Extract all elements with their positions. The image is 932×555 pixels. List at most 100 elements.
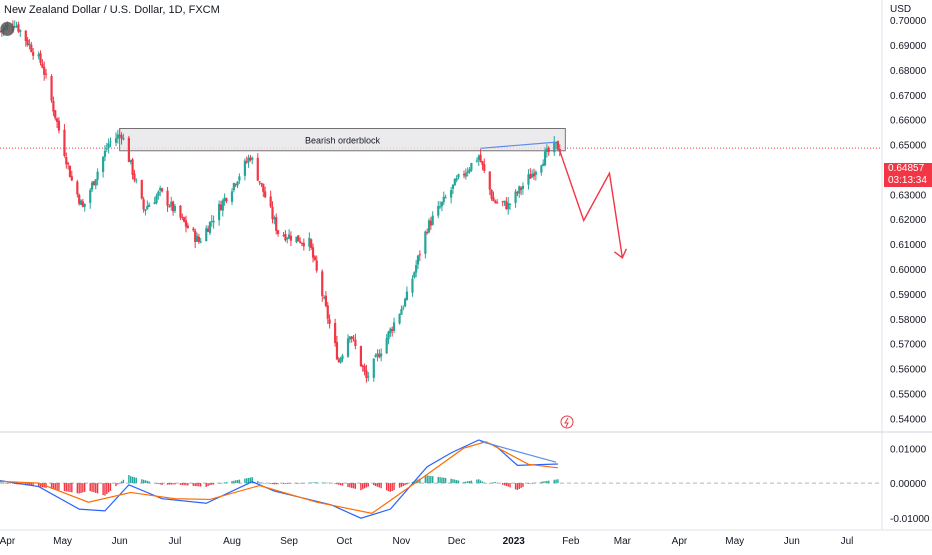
macd-histogram-bar — [557, 479, 559, 484]
macd-histogram-bar — [257, 481, 259, 484]
macd-histogram-bar — [323, 482, 325, 484]
macd-histogram-bar — [63, 483, 66, 492]
macd-histogram-bar — [196, 483, 198, 487]
candle — [55, 118, 59, 122]
candle — [245, 161, 248, 163]
macd-histogram-bar — [211, 483, 213, 485]
macd-histogram-bar — [391, 483, 393, 492]
candle — [424, 231, 427, 254]
candle — [405, 291, 409, 301]
candle — [160, 188, 164, 192]
macd-histogram-bar — [168, 483, 171, 485]
candle — [284, 233, 287, 241]
candle — [389, 328, 392, 334]
candle — [76, 181, 79, 195]
candle — [26, 39, 29, 46]
macd-histogram-bar — [295, 483, 298, 484]
time-tick-label: Aug — [223, 536, 241, 547]
macd-histogram-bar — [273, 483, 276, 485]
macd-histogram-bar — [14, 483, 16, 484]
candle — [392, 322, 396, 331]
candle — [363, 365, 366, 372]
macd-histogram-bar — [106, 483, 108, 494]
macd-histogram-bar — [117, 483, 119, 485]
candle — [131, 159, 134, 175]
macd-histogram-bar — [349, 483, 351, 488]
macd-histogram-bar — [328, 482, 331, 484]
macd-histogram-bar — [398, 483, 401, 488]
macd-histogram-bar — [50, 483, 53, 489]
macd-histogram-bar — [352, 483, 355, 489]
candle — [67, 163, 70, 165]
candle — [354, 339, 357, 346]
candle — [186, 225, 189, 229]
macd-histogram-bar — [544, 481, 546, 484]
candle — [90, 182, 94, 190]
time-tick-label: Oct — [337, 536, 353, 547]
candle — [43, 66, 46, 75]
candle — [426, 232, 429, 234]
candle — [299, 241, 302, 243]
bar-countdown: 03:13:34 — [888, 175, 927, 186]
candle — [135, 180, 138, 182]
candle — [440, 202, 444, 207]
candle — [496, 202, 499, 204]
candle — [464, 173, 467, 177]
candle — [256, 157, 259, 181]
macd-histogram-bar — [93, 483, 95, 493]
macd-histogram-bar — [157, 483, 160, 484]
price-tick-label: 0.66000 — [890, 116, 927, 127]
macd-histogram-bar — [28, 483, 31, 486]
candle — [315, 260, 318, 271]
candle — [179, 205, 182, 218]
macd-histogram-bar — [444, 477, 447, 484]
candle — [260, 182, 263, 184]
candle — [275, 216, 278, 231]
macd-histogram-bar — [516, 483, 519, 491]
candle — [44, 73, 48, 75]
candle — [107, 143, 110, 148]
candle — [361, 365, 364, 367]
price-tick-label: 0.69000 — [890, 41, 927, 52]
candle — [218, 204, 221, 221]
macd-histogram-bar — [424, 476, 427, 484]
candle — [50, 76, 53, 101]
candle — [310, 239, 313, 249]
candle — [519, 187, 523, 190]
macd-histogram-bar — [89, 483, 91, 492]
candle — [273, 217, 276, 220]
macd-histogram-bar — [430, 475, 432, 484]
candle — [346, 338, 350, 357]
candle — [490, 190, 493, 199]
candle — [148, 204, 151, 207]
candle — [262, 183, 265, 193]
candle — [37, 54, 40, 57]
macd-histogram-bar — [198, 483, 200, 487]
macd-histogram-bar — [489, 483, 491, 484]
candle — [466, 171, 469, 174]
candle — [521, 185, 525, 189]
candle — [264, 191, 267, 198]
macd-histogram-bar — [159, 483, 161, 485]
price-trendline — [480, 141, 557, 149]
currency-label: USD — [890, 4, 912, 15]
macd-histogram-bar — [411, 481, 414, 484]
candle — [367, 376, 370, 378]
macd-histogram-bar — [535, 482, 537, 484]
candle — [159, 188, 162, 191]
candle — [442, 196, 445, 203]
candle — [402, 307, 405, 309]
candle — [334, 323, 337, 343]
candle — [326, 305, 329, 319]
candle — [13, 26, 16, 28]
macd-histogram-bar — [205, 483, 207, 487]
macd-histogram-bar — [80, 483, 82, 493]
macd-histogram-bar — [264, 483, 266, 484]
candle — [109, 141, 112, 143]
macd-histogram-bar — [26, 483, 29, 486]
candle — [105, 148, 108, 150]
macd-histogram-bar — [2, 482, 5, 484]
candle — [444, 197, 447, 199]
candle — [553, 141, 556, 153]
